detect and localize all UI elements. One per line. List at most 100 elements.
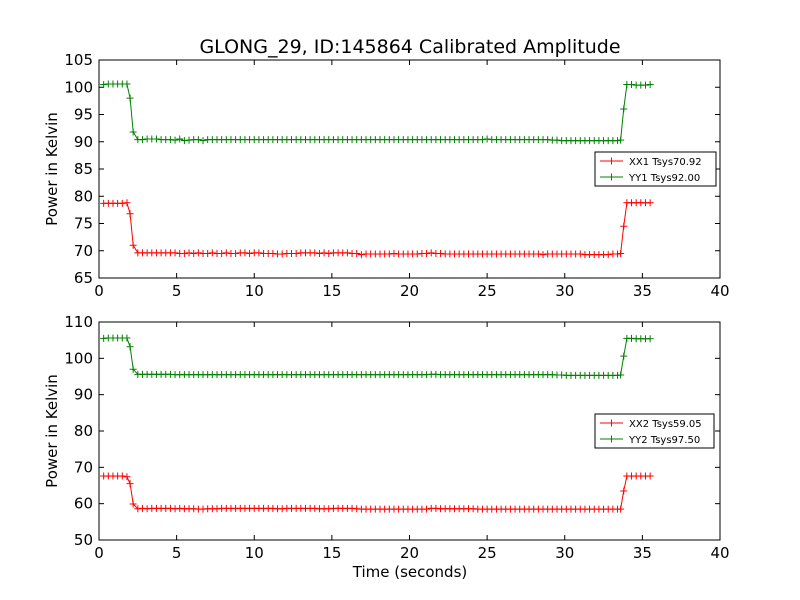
data-point: [353, 249, 361, 257]
data-point: [218, 249, 226, 257]
data-point: [617, 249, 625, 257]
data-point: [553, 136, 561, 144]
data-point: [311, 249, 319, 257]
y-axis-label: Power in Kelvin: [43, 112, 61, 226]
data-point: [620, 352, 628, 360]
top-chart: 0 5 10 15 20 25 30 35 40 65 70 75 80 85 90 95 100 105 Powe…: [43, 51, 730, 300]
data-point: [646, 81, 654, 89]
data-point: [478, 136, 486, 144]
data-point: [166, 136, 174, 144]
data-point: [357, 251, 365, 259]
data-point: [641, 81, 649, 89]
series-xx: [100, 199, 654, 259]
data-point: [194, 249, 202, 257]
data-point: [246, 249, 254, 257]
data-point: [126, 210, 134, 218]
y-tick-label: 105: [64, 51, 93, 69]
data-point: [437, 249, 445, 257]
data-point: [126, 480, 134, 488]
y-tick-label: 100: [64, 349, 93, 367]
legend-label: YY1 Tsys92.00: [628, 173, 700, 184]
data-point: [180, 137, 188, 145]
y-tick-label: 70: [74, 458, 93, 476]
data-point: [194, 136, 202, 144]
y-tick-label: 95: [74, 106, 93, 124]
y-tick-label: 60: [74, 495, 93, 513]
y-tick-label: 80: [74, 422, 93, 440]
data-point: [544, 136, 552, 144]
data-point: [176, 135, 184, 143]
data-point: [413, 250, 421, 258]
data-point: [123, 199, 131, 207]
data-point: [199, 137, 207, 145]
data-point: [614, 250, 622, 258]
data-point: [617, 136, 625, 144]
x-tick-label: 20: [400, 544, 419, 562]
data-point: [123, 473, 131, 481]
data-point: [646, 199, 654, 207]
legend: XX2 Tsys59.05 YY2 Tsys97.50: [594, 413, 715, 449]
x-tick-label: 10: [245, 544, 264, 562]
data-point: [483, 135, 491, 143]
data-point: [534, 250, 542, 258]
data-point: [423, 505, 431, 513]
series-yy: [100, 80, 654, 145]
data-point: [614, 137, 622, 145]
data-point: [100, 81, 108, 89]
data-point: [343, 249, 351, 257]
x-tick-label: 25: [478, 282, 497, 300]
data-point: [180, 249, 188, 257]
data-point: [185, 136, 193, 144]
data-point: [539, 251, 547, 259]
data-point: [617, 371, 625, 379]
data-point: [129, 500, 137, 508]
axes-frame: [98, 59, 721, 279]
x-tick-label: 15: [322, 282, 341, 300]
data-point: [126, 343, 134, 351]
x-axis-label: Time (seconds): [352, 563, 468, 581]
legend-box: [594, 151, 717, 187]
x-tick-label: 15: [322, 544, 341, 562]
legend-label: XX1 Tsys70.92: [629, 157, 702, 168]
legend-label: XX2 Tsys59.05: [629, 419, 702, 430]
data-point: [204, 249, 212, 257]
bottom-chart: 0 5 10 15 20 25 30 35 40 50 60 70 80 90 100 110 Power in…: [43, 313, 730, 562]
y-tick-label: 75: [74, 215, 93, 233]
legend-marker: [608, 157, 615, 165]
y-tick-label: 80: [74, 187, 93, 205]
chart-title: GLONG_29, ID:145864 Calibrated Amplitude: [199, 36, 620, 58]
legend-label: YY2 Tsys97.50: [628, 435, 700, 446]
data-point: [171, 136, 179, 144]
data-point: [390, 249, 398, 257]
data-point: [620, 222, 628, 230]
data-point: [129, 365, 137, 373]
data-point: [620, 487, 628, 495]
data-point: [129, 128, 137, 136]
data-point: [427, 249, 435, 257]
legend: XX1 Tsys70.92 YY1 Tsys92.00: [594, 151, 717, 187]
x-tick-label: 30: [555, 282, 574, 300]
x-tick-label: 35: [633, 282, 652, 300]
legend-marker: [608, 173, 615, 181]
data-point: [118, 199, 126, 207]
data-point: [325, 249, 333, 257]
data-point: [126, 94, 134, 102]
y-tick-label: 65: [74, 269, 93, 287]
data-point: [292, 249, 300, 257]
data-point: [628, 81, 636, 89]
data-point: [646, 335, 654, 343]
legend-marker: [608, 435, 615, 443]
data-point: [423, 249, 431, 257]
data-point: [208, 249, 216, 257]
series-yy: [100, 334, 654, 379]
data-point: [278, 250, 286, 258]
data-point: [152, 135, 160, 143]
y-tick-label: 70: [74, 242, 93, 260]
data-point: [320, 249, 328, 257]
y-tick-label: 90: [74, 386, 93, 404]
x-tick-label: 0: [94, 282, 104, 300]
data-point: [171, 249, 179, 257]
data-point: [123, 80, 131, 88]
x-tick-label: 40: [710, 544, 729, 562]
